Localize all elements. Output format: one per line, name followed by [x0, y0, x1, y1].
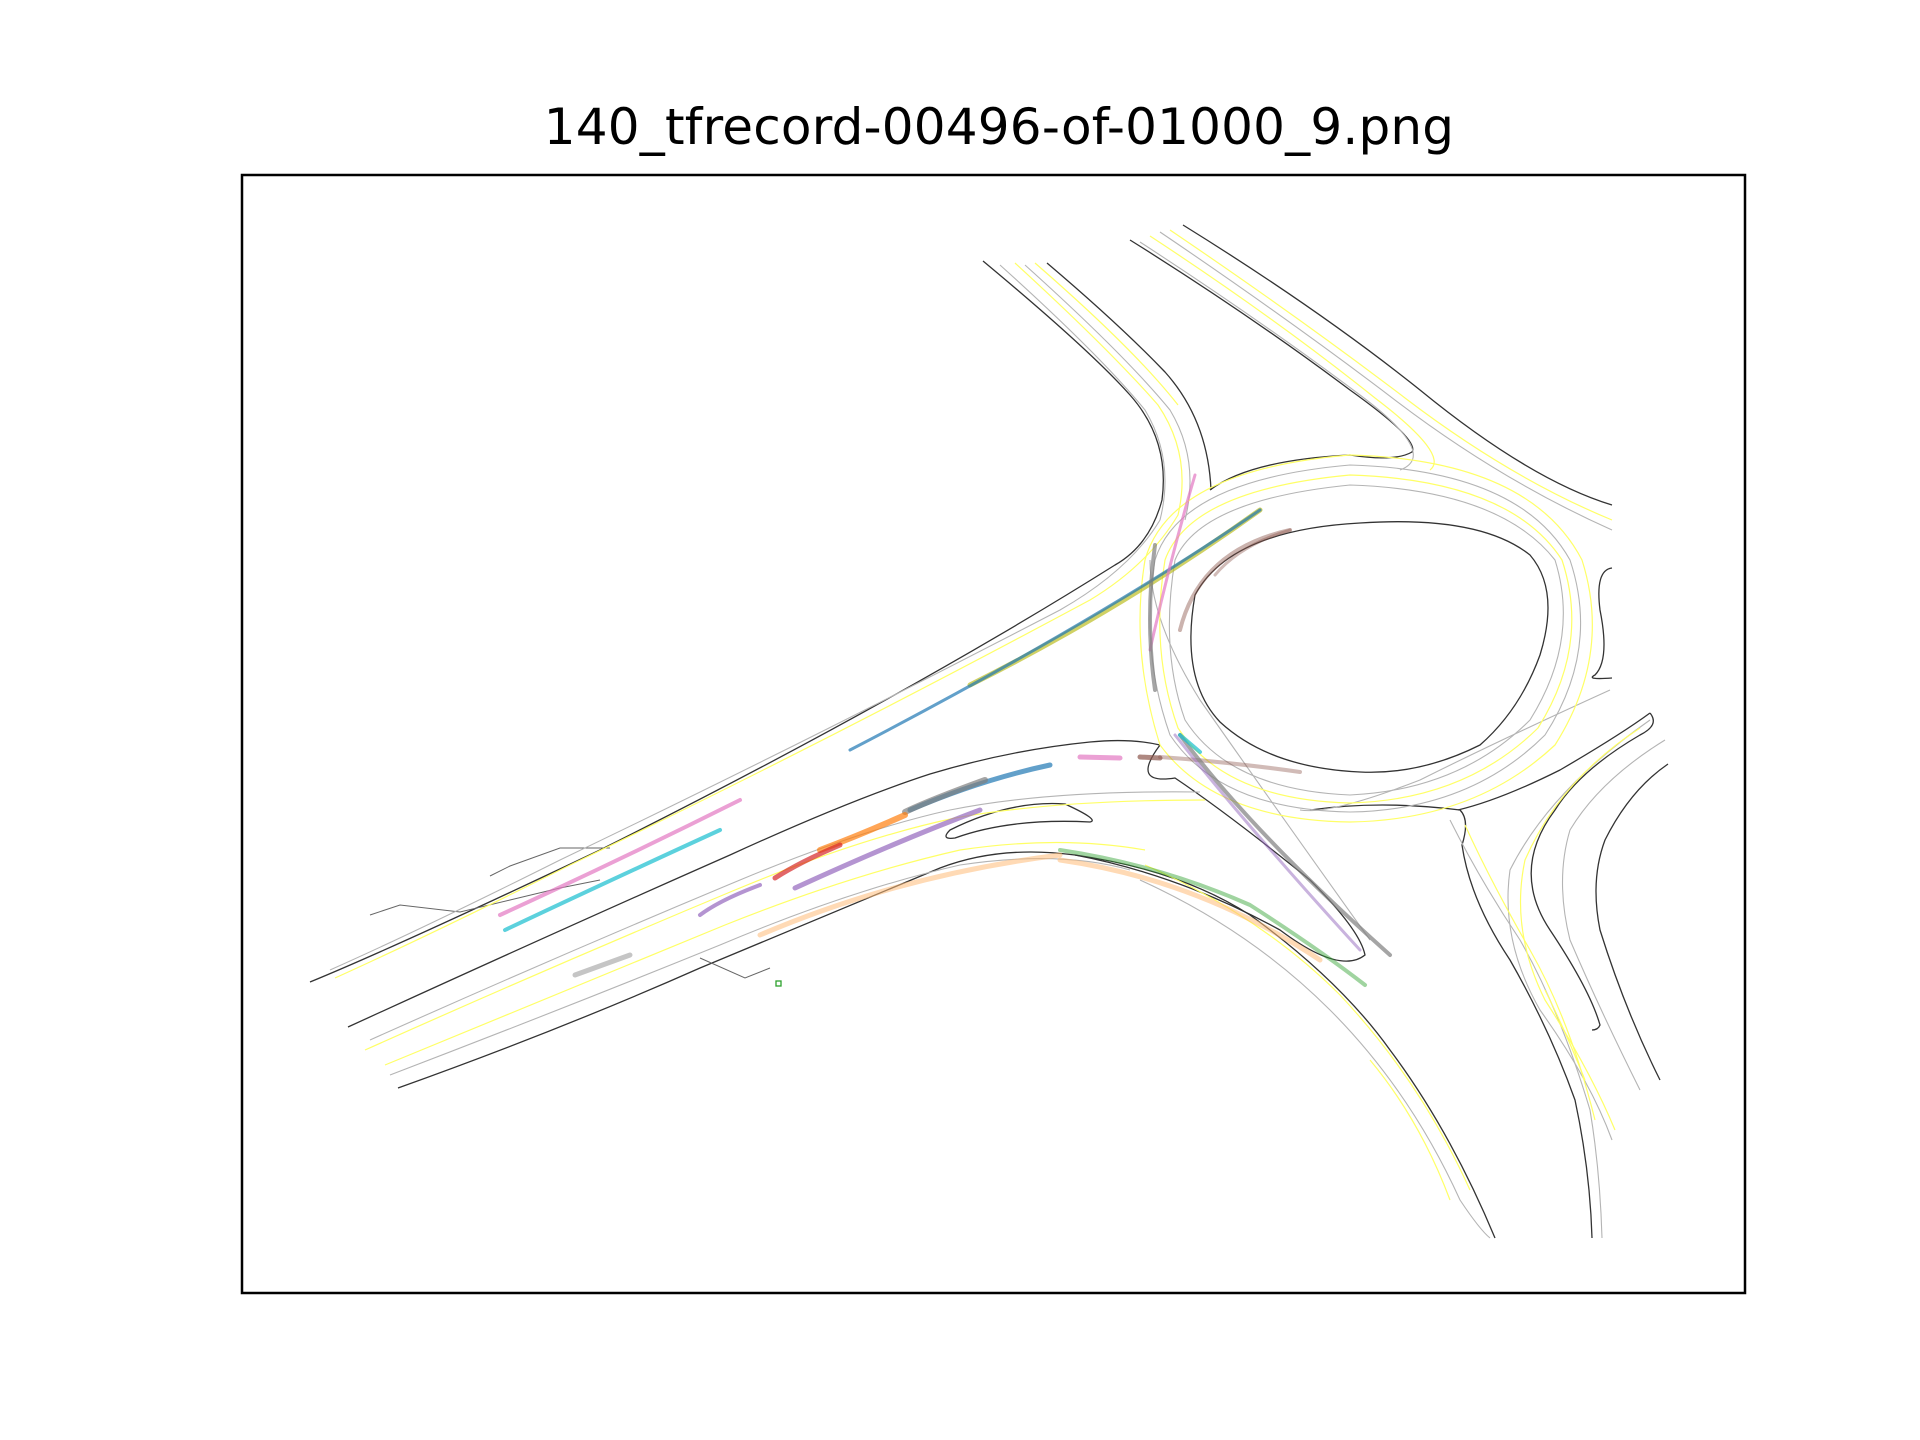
- road-edge: [1591, 567, 1613, 680]
- trajectory: [967, 507, 1263, 688]
- trajectory: [1077, 754, 1123, 761]
- trajectory: [792, 807, 983, 891]
- trajectory: [817, 812, 908, 853]
- lane-center: [389, 858, 1131, 1076]
- lane-center: [1139, 879, 1491, 1239]
- trajectory: [757, 852, 1063, 938]
- lane-center: [1299, 689, 1611, 812]
- road-edge: [1074, 854, 1496, 1239]
- road-edge: [369, 879, 601, 916]
- lane-line: [1139, 454, 1593, 823]
- lane-center: [1507, 719, 1651, 1141]
- trajectory: [902, 777, 988, 815]
- trajectory: [1213, 528, 1292, 577]
- lane-center: [1149, 464, 1582, 813]
- plot-frame: [240, 173, 1747, 1295]
- road-edge: [1129, 239, 1414, 491]
- lane-line: [1144, 864, 1471, 1191]
- trajectory: [503, 828, 722, 932]
- trajectory: [1137, 754, 1163, 761]
- lane-line: [1169, 229, 1613, 521]
- lane-center: [1449, 819, 1603, 1239]
- lane-center: [1562, 739, 1666, 1091]
- trajectories: [498, 473, 1392, 987]
- figure-title: 140_tfrecord-00496-of-01000_9.png: [543, 98, 1455, 156]
- lane-lines: [334, 229, 1641, 1201]
- trajectory: [1178, 733, 1392, 957]
- lane-center: [369, 791, 1201, 1041]
- trajectory: [1058, 848, 1367, 987]
- traffic-island: [1074, 744, 1366, 962]
- road-edge: [1046, 262, 1212, 491]
- road-edge: [1530, 712, 1654, 1031]
- road-edge: [1182, 224, 1613, 506]
- lane-line: [1464, 824, 1596, 1121]
- trajectory: [498, 798, 742, 917]
- trajectory: [848, 508, 1262, 752]
- lane-line: [1149, 235, 1435, 471]
- trajectory: [572, 952, 633, 978]
- trajectory: [698, 883, 762, 917]
- road-edge: [1457, 712, 1651, 811]
- roundabout-island: [1190, 521, 1549, 773]
- lane-center: [1149, 559, 1371, 941]
- stop-marker: [775, 980, 782, 987]
- trajectory: [1158, 755, 1302, 774]
- road-edge: [1595, 763, 1669, 1081]
- trajectory: [1178, 733, 1202, 754]
- lane-line: [364, 799, 1206, 1051]
- road-edge: [309, 260, 1164, 983]
- lane-line: [384, 841, 1146, 1066]
- road-edge: [699, 957, 771, 979]
- traffic-island: [945, 802, 1093, 839]
- lane-line: [1034, 262, 1179, 406]
- lane-line: [1544, 989, 1586, 1081]
- road-edge: [1309, 804, 1593, 1239]
- lane-center: [329, 264, 1166, 971]
- trajectory: [1178, 528, 1292, 632]
- road-edges: [309, 224, 1669, 1239]
- road-edge: [347, 739, 1161, 1028]
- lane-center: [1139, 241, 1414, 471]
- lane-center: [1024, 264, 1191, 521]
- lane-center: [1168, 484, 1564, 796]
- trajectory: [1057, 857, 1323, 963]
- trajectory: [1173, 733, 1362, 952]
- lane-line: [1159, 474, 1573, 804]
- trajectory: [1148, 543, 1157, 692]
- trajectory: [1148, 473, 1197, 652]
- lane-line: [334, 262, 1183, 979]
- road-edge: [397, 851, 1076, 1089]
- lane-line: [1369, 1059, 1451, 1201]
- trajectory: [772, 842, 843, 881]
- lane-centers: [329, 231, 1666, 1239]
- lane-line: [1519, 727, 1641, 1131]
- lane-center: [1159, 231, 1613, 531]
